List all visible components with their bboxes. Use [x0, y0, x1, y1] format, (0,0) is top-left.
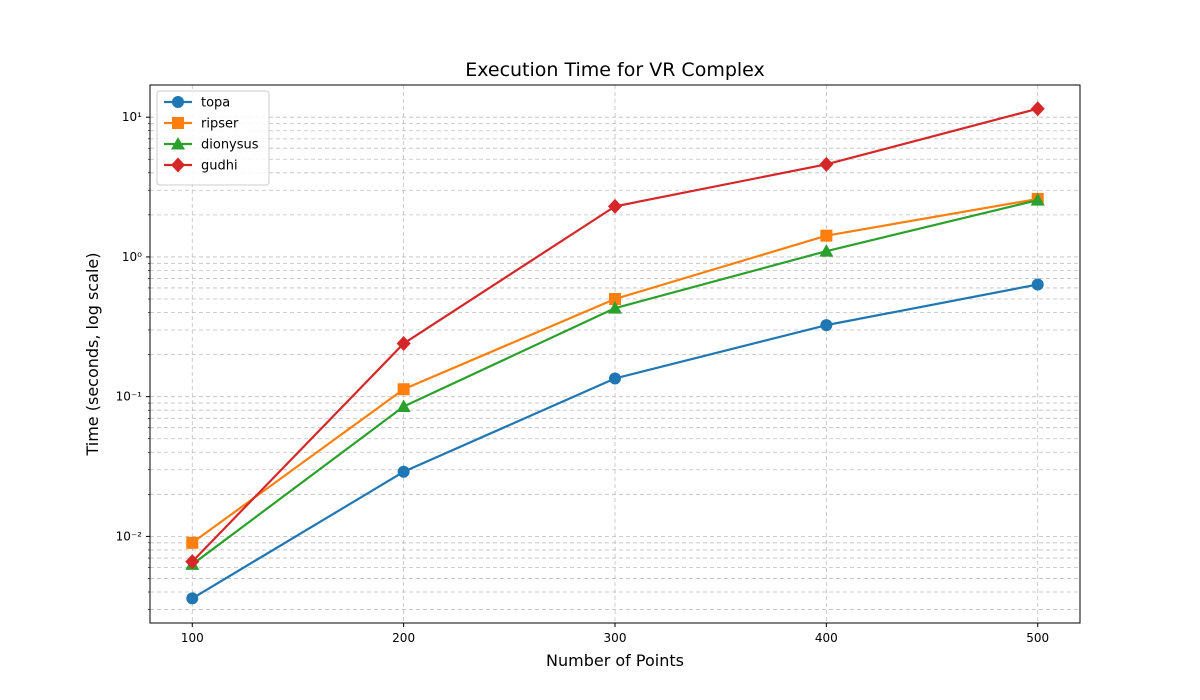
legend-marker [171, 157, 185, 173]
data-point-ripser [397, 383, 410, 396]
data-point-dionysus [819, 244, 834, 257]
y-axis-label: Time (seconds, log scale) [83, 253, 102, 457]
data-point-gudhi [396, 336, 411, 352]
data-point-ripser [820, 229, 833, 242]
x-tick-label: 300 [604, 631, 627, 645]
legend-item-ripser: ripser [164, 117, 239, 132]
legend-item-dionysus: dionysus [164, 137, 259, 153]
data-point-topa [609, 372, 621, 385]
plot-series [185, 101, 1045, 605]
y-tick-label: 10¹ [122, 110, 142, 124]
legend-label: ripser [201, 117, 239, 132]
legend-label: topa [201, 96, 230, 111]
legend-label: gudhi [201, 159, 238, 174]
series-ripser [186, 192, 1044, 549]
data-point-dionysus [608, 301, 622, 314]
data-point-topa [1031, 278, 1044, 291]
data-point-topa [820, 319, 833, 332]
data-point-topa [186, 592, 199, 605]
axis-ticks: 100 200 300 400 500 10⁻² 10⁻¹ 10⁰ 10¹ [116, 110, 1050, 645]
data-point-gudhi [1030, 101, 1045, 117]
chart-title: Execution Time for VR Complex [465, 59, 765, 81]
legend-marker [172, 117, 184, 129]
data-point-gudhi [819, 156, 834, 172]
legend: topa ripser dionysus gudhi [156, 90, 270, 186]
data-point-gudhi [185, 554, 200, 570]
data-point-dionysus [1030, 193, 1045, 206]
data-point-ripser [186, 536, 199, 549]
series-dionysus [185, 193, 1045, 570]
legend-marker [171, 137, 185, 150]
y-tick-label: 10⁻¹ [116, 390, 143, 404]
x-tick-label: 200 [392, 631, 415, 645]
data-point-gudhi [608, 198, 622, 214]
legend-box [156, 90, 270, 186]
y-tick-label: 10⁻² [116, 529, 143, 543]
legend-marker [172, 96, 184, 108]
legend-item-topa: topa [164, 96, 230, 111]
x-axis-label: Number of Points [546, 651, 684, 670]
series-gudhi [185, 101, 1045, 570]
x-tick-label: 400 [815, 631, 838, 645]
series-topa [186, 278, 1044, 605]
grid [150, 85, 1080, 623]
data-point-dionysus [396, 399, 411, 413]
x-tick-label: 500 [1026, 631, 1049, 645]
plot-frame [149, 84, 1081, 624]
data-point-ripser [609, 292, 621, 305]
x-tick-label: 100 [181, 631, 204, 645]
legend-item-gudhi: gudhi [164, 157, 238, 174]
legend-label: dionysus [201, 138, 259, 153]
data-point-topa [397, 465, 410, 478]
y-tick-label: 10⁰ [122, 250, 142, 264]
